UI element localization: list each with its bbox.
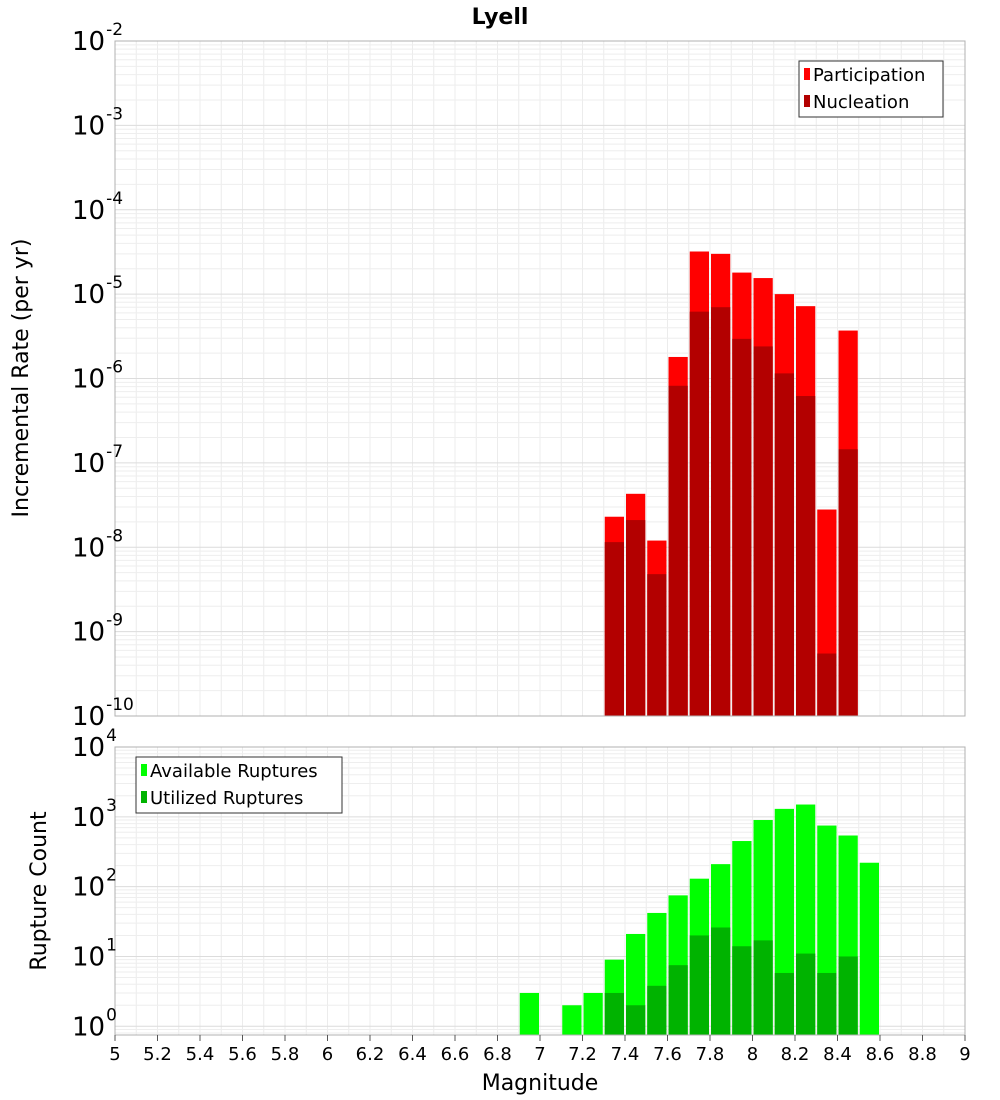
legend-swatch bbox=[141, 764, 147, 776]
x-tick-label: 8.4 bbox=[823, 1044, 852, 1065]
bar bbox=[753, 346, 773, 716]
x-tick-label: 6.8 bbox=[483, 1044, 512, 1065]
y-tick-exponent: -2 bbox=[106, 20, 123, 40]
y-tick-exponent: -7 bbox=[106, 442, 123, 462]
chart-title: Lyell bbox=[472, 5, 529, 30]
bar bbox=[562, 1005, 582, 1035]
x-tick-label: 9 bbox=[959, 1044, 970, 1065]
y-tick-exponent: -10 bbox=[106, 695, 134, 715]
y-tick-exponent: 2 bbox=[106, 866, 117, 886]
y-tick-exponent: -9 bbox=[106, 611, 123, 631]
y-tick-label: 10-9 bbox=[72, 611, 123, 648]
bar bbox=[626, 520, 646, 716]
x-tick-label: 8.6 bbox=[866, 1044, 895, 1065]
x-tick-label: 8.8 bbox=[908, 1044, 937, 1065]
y-tick-exponent: -8 bbox=[106, 526, 123, 546]
series-utilized-ruptures bbox=[604, 927, 858, 1035]
y-tick-label: 10-3 bbox=[72, 104, 123, 141]
bar bbox=[732, 338, 752, 716]
x-tick-label: 5.2 bbox=[143, 1044, 172, 1065]
x-tick-label: 5.4 bbox=[186, 1044, 215, 1065]
bar bbox=[838, 449, 858, 716]
y-tick-exponent: 3 bbox=[106, 796, 117, 816]
y-axis-label: Rupture Count bbox=[27, 811, 52, 971]
rupture-count-panel: 100 101 102 103 1 0 4 Rupture Count Available Ru… bbox=[27, 726, 966, 1042]
x-tick-label: 8 bbox=[747, 1044, 758, 1065]
x-tick-label: 6.4 bbox=[398, 1044, 427, 1065]
bar bbox=[796, 396, 816, 716]
x-tick-label: 8.2 bbox=[781, 1044, 810, 1065]
bar bbox=[626, 1005, 646, 1035]
rate-panel: 10-1010-910-810-710-610-510-410-310-2Inc… bbox=[9, 20, 966, 732]
x-tick-label: 7.8 bbox=[696, 1044, 725, 1065]
x-tick-label: 5.6 bbox=[228, 1044, 257, 1065]
bar bbox=[838, 956, 858, 1035]
series-nucleation bbox=[604, 307, 858, 716]
bar bbox=[647, 574, 667, 716]
bar bbox=[817, 653, 837, 716]
legend: Available Ruptures Utilized Ruptures bbox=[135, 756, 343, 814]
bar bbox=[689, 311, 709, 716]
bar bbox=[668, 965, 688, 1035]
bar bbox=[817, 972, 837, 1035]
y-tick-label: 10-10 bbox=[72, 695, 134, 732]
legend-box bbox=[135, 756, 343, 814]
legend-swatch bbox=[804, 68, 810, 80]
bar bbox=[604, 542, 624, 716]
y-tick-exponent: -6 bbox=[106, 358, 123, 378]
x-tick-label: 7 bbox=[534, 1044, 545, 1065]
y-tick-label: 103 bbox=[72, 796, 117, 833]
y-axis-label: Incremental Rate (per yr) bbox=[9, 239, 34, 518]
x-axis-label: Magnitude bbox=[482, 1071, 599, 1096]
plot-border bbox=[114, 40, 966, 717]
x-tick-label: 5.8 bbox=[271, 1044, 300, 1065]
bar bbox=[859, 862, 879, 1035]
x-tick-label: 6.6 bbox=[441, 1044, 470, 1065]
x-tick-label: 5 bbox=[109, 1044, 120, 1065]
x-tick-label: 6.2 bbox=[356, 1044, 385, 1065]
legend-swatch bbox=[804, 95, 810, 107]
y-tick-label: 101 bbox=[72, 935, 117, 972]
y-tick-exponent: 1 bbox=[106, 935, 117, 955]
y-tick-exponent: 0 bbox=[106, 1005, 117, 1025]
bar bbox=[647, 985, 667, 1035]
y-tick-exponent: -5 bbox=[106, 273, 123, 293]
y-tick-exponent: -4 bbox=[106, 189, 123, 209]
bar bbox=[711, 927, 731, 1035]
bar bbox=[732, 946, 752, 1035]
y-tick-label: 10-2 bbox=[72, 20, 123, 57]
x-tick-label: 7.6 bbox=[653, 1044, 682, 1065]
x-axis-ticks: 5 5.2 5.4 5.6 5.8 6 6.2 6.4 6.6 6.8 7 7.2 7.4 7.6 7.8 8… bbox=[109, 1035, 971, 1065]
x-tick-label: 7.2 bbox=[568, 1044, 597, 1065]
bar bbox=[668, 385, 688, 716]
y-tick-exponent: 4 bbox=[106, 726, 117, 746]
x-tick-label: 7.4 bbox=[611, 1044, 640, 1065]
bar bbox=[774, 972, 794, 1035]
grid bbox=[114, 40, 966, 717]
y-tick-label: 102 bbox=[72, 866, 117, 903]
legend-label: Available Ruptures bbox=[150, 761, 318, 782]
bar bbox=[604, 992, 624, 1035]
y-tick-exponent: -3 bbox=[106, 104, 123, 124]
legend-box bbox=[798, 60, 944, 118]
bar bbox=[689, 935, 709, 1035]
legend-label: Utilized Ruptures bbox=[150, 788, 303, 809]
bar bbox=[583, 992, 603, 1035]
legend: Participation Nucleation bbox=[798, 60, 944, 118]
bar bbox=[753, 940, 773, 1035]
legend-label: Nucleation bbox=[813, 92, 909, 113]
legend-swatch bbox=[141, 791, 147, 803]
bar bbox=[711, 307, 731, 716]
bar bbox=[796, 953, 816, 1035]
bar bbox=[774, 373, 794, 716]
y-tick-label: 100 bbox=[72, 1005, 117, 1042]
legend-label: Participation bbox=[813, 65, 925, 86]
bar bbox=[519, 992, 539, 1035]
x-tick-label: 6 bbox=[322, 1044, 333, 1065]
